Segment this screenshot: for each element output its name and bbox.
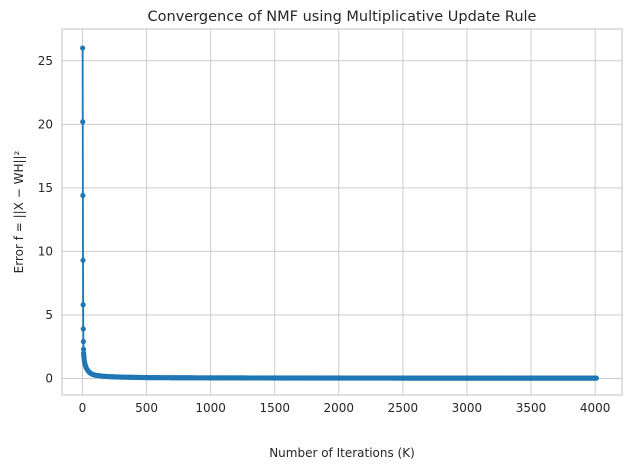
data-point — [80, 257, 86, 263]
data-point — [80, 45, 86, 51]
x-axis-label: Number of Iterations (K) — [269, 446, 415, 460]
y-tick-label: 5 — [45, 308, 53, 322]
plot-frame — [61, 28, 623, 396]
y-tick-label: 0 — [45, 371, 53, 385]
data-point — [80, 346, 87, 352]
y-tick-label: 20 — [38, 117, 53, 131]
x-tick-label: 500 — [135, 401, 158, 415]
tick-labels: 0 500 1000 1500 2000 2500 3000 3500 4000 0 5 10 15 20… — [38, 54, 611, 415]
y-tick-label: 25 — [38, 54, 53, 68]
y-tick-label: 15 — [38, 181, 53, 195]
data-point — [80, 339, 87, 345]
series-layer — [80, 45, 599, 381]
x-tick-label: 2500 — [388, 401, 419, 415]
data-point — [80, 119, 86, 125]
data-point — [80, 326, 86, 332]
x-tick-label: 3000 — [452, 401, 483, 415]
x-tick-label: 4000 — [580, 401, 611, 415]
data-point — [80, 302, 86, 308]
x-tick-label: 1000 — [195, 401, 226, 415]
x-tick-label: 1500 — [259, 401, 290, 415]
x-tick-label: 0 — [79, 401, 87, 415]
tail-marker — [81, 353, 87, 359]
grid — [62, 29, 622, 395]
chart-title: Convergence of NMF using Multiplicative … — [148, 9, 537, 25]
y-tick-label: 10 — [38, 244, 53, 258]
data-point — [80, 192, 86, 199]
y-axis-label: Error f = ||X − WH||² — [12, 150, 26, 273]
x-tick-label: 2000 — [324, 401, 355, 415]
tail-marker — [593, 375, 599, 381]
x-tick-label: 3500 — [516, 401, 547, 415]
